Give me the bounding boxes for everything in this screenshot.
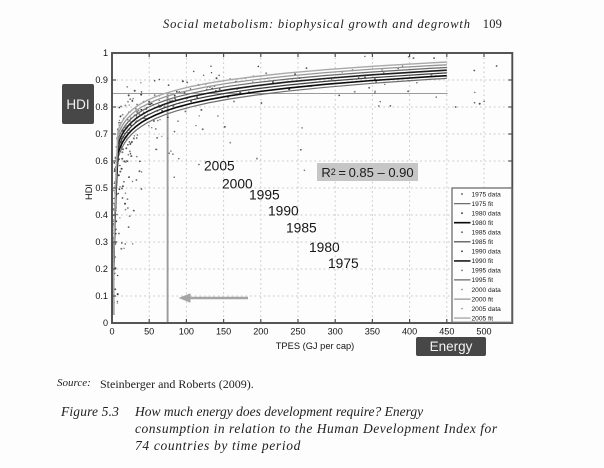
svg-text:0.1: 0.1 <box>95 291 108 301</box>
svg-text:200: 200 <box>253 327 268 337</box>
svg-text:400: 400 <box>402 327 417 337</box>
svg-text:2000 fit: 2000 fit <box>472 296 494 303</box>
svg-text:2000: 2000 <box>222 177 253 192</box>
svg-text:1990: 1990 <box>268 204 299 219</box>
svg-text:0.6: 0.6 <box>95 156 108 166</box>
svg-text:0.8: 0.8 <box>95 102 108 112</box>
svg-text:2005: 2005 <box>204 159 235 174</box>
svg-text:0.2: 0.2 <box>95 264 108 274</box>
svg-text:1980: 1980 <box>309 240 340 255</box>
svg-text:HDI: HDI <box>84 184 94 200</box>
svg-text:350: 350 <box>365 327 380 337</box>
svg-text:50: 50 <box>144 327 154 337</box>
svg-text:2000 data: 2000 data <box>472 287 502 294</box>
svg-text:1990 fit: 1990 fit <box>472 258 494 265</box>
svg-text:250: 250 <box>290 327 305 337</box>
svg-text:0.9: 0.9 <box>95 75 108 85</box>
svg-text:1995: 1995 <box>249 188 280 203</box>
svg-text:300: 300 <box>328 327 343 337</box>
svg-text:2005 fit: 2005 fit <box>472 315 494 322</box>
svg-text:100: 100 <box>179 327 194 337</box>
svg-text:1995 fit: 1995 fit <box>472 277 494 284</box>
svg-text:1985 data: 1985 data <box>472 230 502 237</box>
svg-text:2005 data: 2005 data <box>472 306 502 313</box>
svg-text:1985: 1985 <box>286 221 317 236</box>
svg-text:0: 0 <box>103 318 108 328</box>
svg-text:0: 0 <box>109 327 114 337</box>
svg-text:1980 fit: 1980 fit <box>472 220 494 227</box>
svg-text:450: 450 <box>439 327 454 337</box>
svg-text:TPES (GJ per cap): TPES (GJ per cap) <box>276 341 355 351</box>
svg-text:1975 data: 1975 data <box>472 191 502 198</box>
svg-text:1985 fit: 1985 fit <box>472 239 494 246</box>
svg-text:1975: 1975 <box>328 256 359 271</box>
svg-text:0.3: 0.3 <box>95 237 108 247</box>
svg-text:1980 data: 1980 data <box>472 210 502 217</box>
svg-text:0.5: 0.5 <box>95 183 108 193</box>
svg-text:1975 fit: 1975 fit <box>472 201 494 208</box>
svg-text:0.7: 0.7 <box>95 129 108 139</box>
svg-text:150: 150 <box>216 327 231 337</box>
svg-text:1: 1 <box>103 48 108 58</box>
svg-text:500: 500 <box>476 327 491 337</box>
svg-text:1990 data: 1990 data <box>472 249 502 256</box>
svg-text:1995 data: 1995 data <box>472 268 502 275</box>
svg-text:0.4: 0.4 <box>95 210 108 220</box>
